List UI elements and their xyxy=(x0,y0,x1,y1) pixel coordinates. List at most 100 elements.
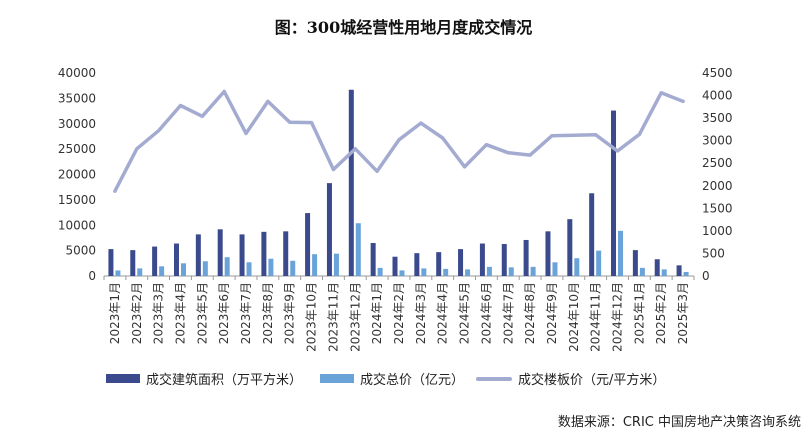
bar-area xyxy=(326,183,332,276)
bar-area xyxy=(436,252,442,276)
x-tick-label: 2023年9月 xyxy=(283,282,297,344)
bar-total xyxy=(290,260,296,276)
price-point xyxy=(310,121,314,125)
right-axis-tick-label: 3500 xyxy=(702,111,733,125)
price-point xyxy=(200,114,204,118)
x-tick-label: 2025年1月 xyxy=(632,282,646,344)
bar-total xyxy=(465,269,471,276)
legend-total: 成交总价（亿元） xyxy=(320,369,464,388)
price-point xyxy=(506,151,510,155)
bar-total xyxy=(180,263,186,276)
bar-total xyxy=(355,223,361,276)
x-tick-label: 2024年7月 xyxy=(501,282,515,344)
bar-total xyxy=(530,266,536,276)
x-tick-label: 2024年1月 xyxy=(370,282,384,344)
bar-area xyxy=(501,244,507,276)
bar-area xyxy=(283,231,289,276)
price-line xyxy=(113,89,685,193)
bar-total xyxy=(377,267,383,276)
bar-area xyxy=(239,234,245,276)
bar-total xyxy=(246,262,252,276)
bar-total xyxy=(137,268,143,276)
x-tick-label: 2023年6月 xyxy=(217,282,231,344)
bar-area xyxy=(676,265,682,276)
left-axis-tick-label: 15000 xyxy=(58,193,96,207)
right-axis-tick-label: 0 xyxy=(702,269,710,283)
bar-total xyxy=(202,261,208,276)
legend-price-swatch xyxy=(476,376,512,381)
legend-price: 成交楼板价（元/平方米） xyxy=(476,369,665,388)
left-axis-tick-label: 40000 xyxy=(58,66,96,80)
legend-total-swatch xyxy=(320,374,354,383)
bar-area xyxy=(458,249,464,276)
x-tick-label: 2023年2月 xyxy=(130,282,144,344)
x-tick-label: 2024年9月 xyxy=(545,282,559,344)
legend-area-label: 成交建筑面积（万平方米） xyxy=(146,373,303,388)
left-axis-tick-label: 20000 xyxy=(58,168,96,182)
price-point xyxy=(550,134,554,138)
price-point xyxy=(397,138,401,142)
x-tick-label: 2025年2月 xyxy=(654,282,668,344)
right-axis-tick-label: 3000 xyxy=(702,134,733,148)
x-tick-label: 2025年3月 xyxy=(676,282,690,344)
price-point xyxy=(594,133,598,137)
bar-area xyxy=(545,231,551,276)
x-tick-label: 2024年10月 xyxy=(567,282,581,352)
x-tick-label: 2023年12月 xyxy=(348,282,362,352)
labels-group: 0500010000150002000025000300003500040000… xyxy=(58,66,733,352)
bar-total xyxy=(574,258,580,276)
legend-area-swatch xyxy=(106,374,140,383)
price-point xyxy=(331,168,335,172)
bar-total xyxy=(312,254,318,276)
bar-total xyxy=(661,269,667,276)
x-tick-label: 2023年5月 xyxy=(195,282,209,344)
bar-area xyxy=(217,229,223,276)
bar-area xyxy=(152,246,158,276)
left-axis-tick-label: 25000 xyxy=(58,142,96,156)
x-tick-label: 2024年11月 xyxy=(589,282,603,352)
right-axis-tick-label: 500 xyxy=(702,246,725,260)
bar-total xyxy=(115,270,121,276)
bar-area xyxy=(479,243,485,276)
bar-area xyxy=(108,249,114,276)
right-axis-tick-label: 4500 xyxy=(702,66,733,80)
right-axis-tick-label: 4000 xyxy=(702,89,733,103)
bar-area xyxy=(370,243,376,276)
bar-area xyxy=(523,239,529,276)
bar-total xyxy=(639,267,645,276)
bar-total xyxy=(486,266,492,276)
x-tick-label: 2024年8月 xyxy=(523,282,537,344)
bar-total xyxy=(268,258,274,276)
left-axis-tick-label: 35000 xyxy=(58,91,96,105)
x-tick-label: 2023年4月 xyxy=(173,282,187,344)
bar-area xyxy=(654,259,660,276)
axes-group xyxy=(103,275,695,280)
bar-total xyxy=(333,253,339,276)
right-axis-tick-label: 2500 xyxy=(702,156,733,170)
price-point xyxy=(266,99,270,103)
price-point xyxy=(637,132,641,136)
price-point xyxy=(178,103,182,107)
x-tick-label: 2023年3月 xyxy=(152,282,166,344)
legend-price-label: 成交楼板价（元/平方米） xyxy=(518,373,666,388)
left-axis-tick-label: 0 xyxy=(88,269,96,283)
bar-total xyxy=(224,257,230,276)
x-tick-label: 2024年6月 xyxy=(479,282,493,344)
data-source: 数据来源：CRIC 中国房地产决策咨询系统 xyxy=(557,415,801,430)
left-axis-tick-label: 30000 xyxy=(58,117,96,131)
price-point xyxy=(441,136,445,140)
price-point xyxy=(222,89,226,93)
x-tick-label: 2023年1月 xyxy=(108,282,122,344)
right-axis-tick-label: 2000 xyxy=(702,179,733,193)
price-point xyxy=(244,131,248,135)
legend-total-label: 成交总价（亿元） xyxy=(360,373,465,388)
right-axis-tick-label: 1500 xyxy=(702,201,733,215)
price-point xyxy=(616,149,620,153)
bar-area xyxy=(567,219,573,276)
price-point xyxy=(528,153,532,157)
price-point xyxy=(288,120,292,124)
bar-area xyxy=(348,89,354,276)
price-point xyxy=(463,165,467,169)
line-group xyxy=(113,89,685,193)
